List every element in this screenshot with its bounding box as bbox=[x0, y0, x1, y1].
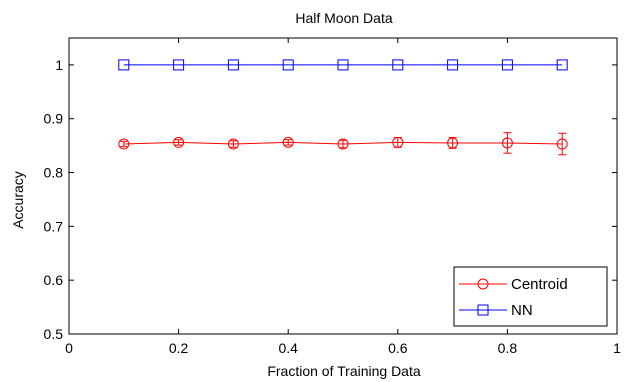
y-tick-label: 0.5 bbox=[44, 326, 64, 342]
y-axis-label: Accuracy bbox=[10, 171, 26, 229]
y-tick-label: 1 bbox=[55, 57, 63, 73]
centroid-data-point bbox=[337, 138, 349, 150]
nn-data-point bbox=[282, 59, 294, 71]
y-tick-label: 0.7 bbox=[44, 218, 64, 234]
nn-data-point bbox=[392, 59, 404, 71]
legend-marker-nn bbox=[477, 304, 489, 316]
nn-data-point bbox=[501, 59, 513, 71]
legend-label-centroid: Centroid bbox=[511, 276, 568, 293]
x-tick-label: 0.2 bbox=[169, 340, 189, 356]
legend-marker-centroid bbox=[477, 278, 489, 290]
series-layer bbox=[118, 59, 568, 156]
x-axis-label: Fraction of Training Data bbox=[267, 363, 421, 379]
centroid-data-point bbox=[173, 136, 185, 148]
centroid-data-point bbox=[282, 136, 294, 148]
x-axis: 0 0.2 0.4 0.6 0.8 1 bbox=[65, 38, 621, 356]
legend: Centroid NN bbox=[453, 266, 608, 327]
nn-data-point bbox=[447, 59, 459, 71]
x-tick-label: 0.6 bbox=[388, 340, 408, 356]
nn-data-point bbox=[118, 59, 130, 71]
nn-data-point bbox=[227, 59, 239, 71]
x-tick-label: 0.4 bbox=[278, 340, 298, 356]
chart-title: Half Moon Data bbox=[295, 10, 392, 26]
y-axis: 0.5 0.6 0.7 0.8 0.9 1 bbox=[44, 57, 617, 342]
nn-data-point bbox=[173, 59, 185, 71]
centroid-data-point bbox=[227, 138, 239, 150]
legend-box bbox=[453, 266, 608, 327]
y-tick-label: 0.8 bbox=[44, 165, 64, 181]
y-tick-label: 0.9 bbox=[44, 111, 64, 127]
y-tick-label: 0.6 bbox=[44, 272, 64, 288]
x-tick-label: 1 bbox=[613, 340, 621, 356]
centroid-data-point bbox=[447, 137, 459, 149]
nn-data-point bbox=[556, 59, 568, 71]
nn-data-point bbox=[337, 59, 349, 71]
centroid-data-point bbox=[556, 138, 568, 150]
x-tick-label: 0 bbox=[65, 340, 73, 356]
legend-label-nn: NN bbox=[511, 302, 533, 319]
centroid-data-point bbox=[392, 136, 404, 148]
centroid-data-point bbox=[501, 137, 513, 149]
centroid-data-point bbox=[118, 138, 130, 150]
x-tick-label: 0.8 bbox=[498, 340, 518, 356]
